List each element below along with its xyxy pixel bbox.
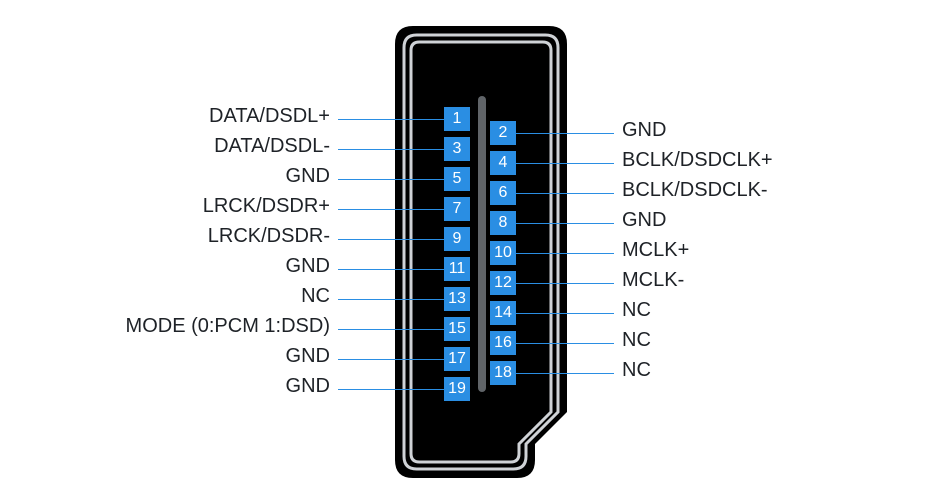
pin-15: 15 bbox=[444, 317, 470, 341]
pin-label-pins_right.3.label: GND bbox=[622, 209, 666, 232]
connector-body bbox=[0, 0, 947, 500]
pin-label-pins_right.4.label: MCLK+ bbox=[622, 239, 689, 262]
lead-line bbox=[516, 133, 614, 134]
pin-label-pins_right.7.label: NC bbox=[622, 329, 651, 352]
pin-8: 8 bbox=[490, 211, 516, 235]
lead-line bbox=[338, 209, 444, 210]
pin-label-pins_left.8.label: GND bbox=[286, 345, 330, 368]
pin-3: 3 bbox=[444, 137, 470, 161]
lead-line bbox=[338, 179, 444, 180]
pin-1: 1 bbox=[444, 107, 470, 131]
pin-17: 17 bbox=[444, 347, 470, 371]
lead-line bbox=[516, 193, 614, 194]
pin-label-pins_left.9.label: GND bbox=[286, 375, 330, 398]
lead-line bbox=[516, 373, 614, 374]
pin-5: 5 bbox=[444, 167, 470, 191]
pin-13: 13 bbox=[444, 287, 470, 311]
pin-10: 10 bbox=[490, 241, 516, 265]
pin-label-pins_left.2.label: GND bbox=[286, 165, 330, 188]
pin-label-pins_right.8.label: NC bbox=[622, 359, 651, 382]
lead-line bbox=[338, 149, 444, 150]
lead-line bbox=[338, 119, 444, 120]
lead-line bbox=[338, 299, 444, 300]
pin-6: 6 bbox=[490, 181, 516, 205]
lead-line bbox=[516, 253, 614, 254]
lead-line bbox=[516, 283, 614, 284]
pin-19: 19 bbox=[444, 377, 470, 401]
pin-12: 12 bbox=[490, 271, 516, 295]
pin-label-pins_left.4.label: LRCK/DSDR- bbox=[208, 225, 330, 248]
pin-label-pins_left.5.label: GND bbox=[286, 255, 330, 278]
lead-line bbox=[338, 329, 444, 330]
pin-9: 9 bbox=[444, 227, 470, 251]
pin-label-pins_right.2.label: BCLK/DSDCLK- bbox=[622, 179, 768, 202]
lead-line bbox=[516, 223, 614, 224]
lead-line bbox=[338, 269, 444, 270]
pinout-diagram: 13579111315171924681012141618 DATA/DSDL+… bbox=[0, 0, 947, 500]
pin-label-pins_left.0.label: DATA/DSDL+ bbox=[209, 105, 330, 128]
pin-2: 2 bbox=[490, 121, 516, 145]
pin-label-pins_right.5.label: MCLK- bbox=[622, 269, 684, 292]
lead-line bbox=[338, 389, 444, 390]
pin-label-pins_right.1.label: BCLK/DSDCLK+ bbox=[622, 149, 773, 172]
pin-label-pins_left.1.label: DATA/DSDL- bbox=[214, 135, 330, 158]
lead-line bbox=[516, 343, 614, 344]
lead-line bbox=[338, 239, 444, 240]
pin-11: 11 bbox=[444, 257, 470, 281]
lead-line bbox=[516, 313, 614, 314]
lead-line bbox=[338, 359, 444, 360]
pin-7: 7 bbox=[444, 197, 470, 221]
lead-line bbox=[516, 163, 614, 164]
pin-label-pins_left.7.label: MODE (0:PCM 1:DSD) bbox=[126, 315, 330, 338]
pin-label-pins_left.6.label: NC bbox=[301, 285, 330, 308]
pin-14: 14 bbox=[490, 301, 516, 325]
pin-16: 16 bbox=[490, 331, 516, 355]
pin-4: 4 bbox=[490, 151, 516, 175]
pin-label-pins_right.0.label: GND bbox=[622, 119, 666, 142]
pin-label-pins_right.6.label: NC bbox=[622, 299, 651, 322]
pin-18: 18 bbox=[490, 361, 516, 385]
pin-label-pins_left.3.label: LRCK/DSDR+ bbox=[203, 195, 330, 218]
